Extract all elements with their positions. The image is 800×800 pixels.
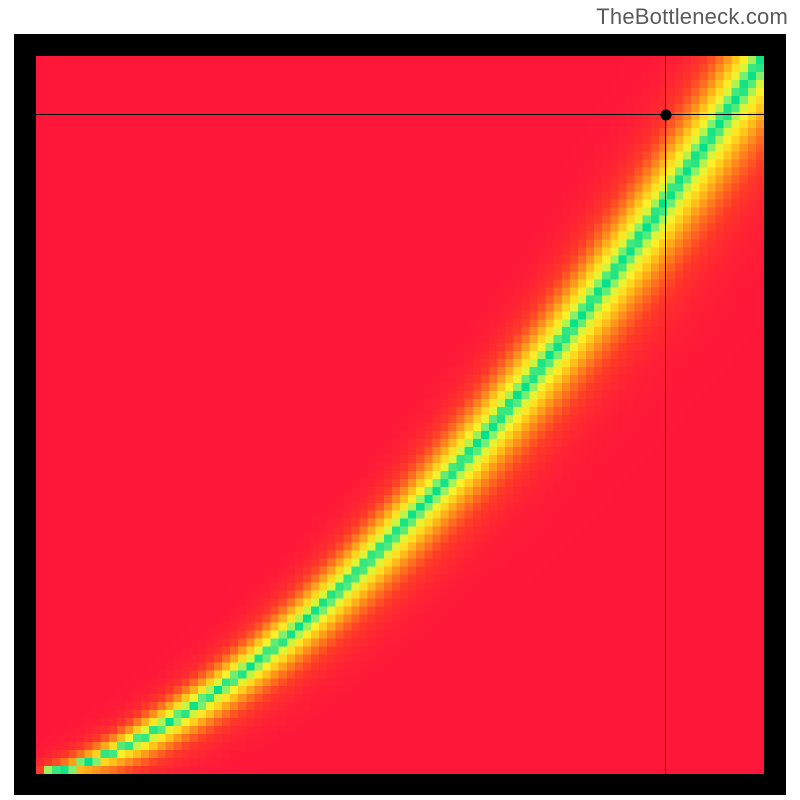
crosshair-horizontal: [36, 114, 764, 115]
crosshair-vertical: [665, 56, 666, 774]
watermark-text: TheBottleneck.com: [596, 4, 788, 30]
crosshair-marker: [660, 109, 671, 120]
heatmap-canvas: [36, 56, 764, 774]
heatmap-area: [36, 56, 764, 774]
